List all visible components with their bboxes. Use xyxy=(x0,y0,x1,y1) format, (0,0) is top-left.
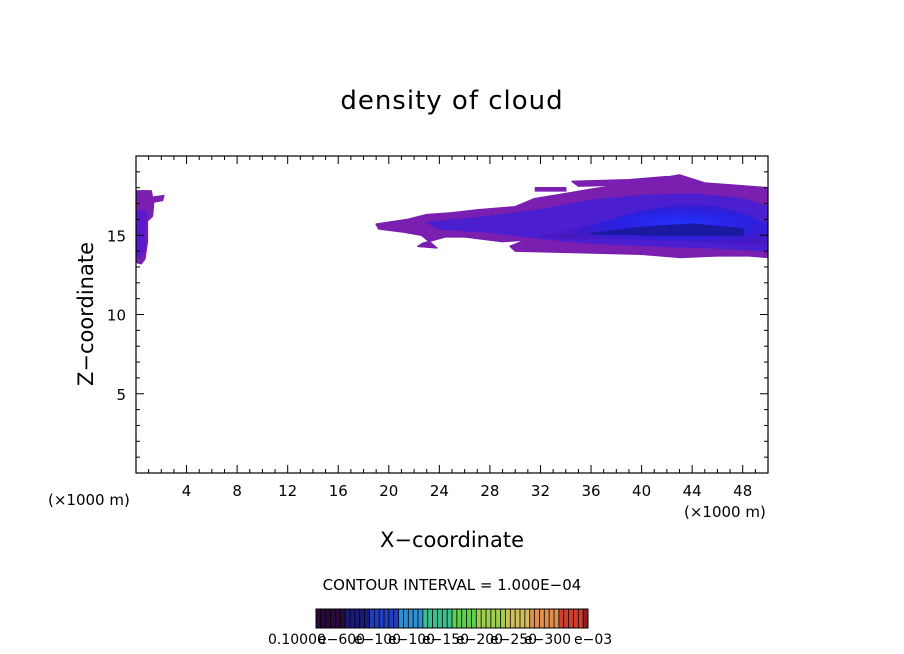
colorbar-cell xyxy=(369,609,375,628)
colorbar-cell xyxy=(568,609,574,628)
colorbar-cell xyxy=(500,609,506,628)
colorbar-cell xyxy=(544,609,550,628)
colorbar-cell xyxy=(534,609,540,628)
colorbar-cell xyxy=(354,609,361,628)
x-tick-label: 44 xyxy=(683,482,702,500)
colorbar-cell xyxy=(422,609,429,628)
colorbar-cell xyxy=(476,609,482,628)
colorbar-frame xyxy=(315,608,589,629)
x-tick-label: 4 xyxy=(182,482,192,500)
colorbar-cell xyxy=(330,609,336,628)
colorbar-label: e−300 xyxy=(524,632,572,648)
colorbar-cell xyxy=(573,609,579,628)
colorbar-cell xyxy=(437,609,443,628)
colorbar-cell xyxy=(495,609,502,628)
colorbar-label: e−03 xyxy=(574,632,613,648)
colorbar-cell xyxy=(515,609,521,628)
y-tick-label: 10 xyxy=(107,307,126,325)
contour-interval: CONTOUR INTERVAL = 1.000E−04 xyxy=(322,576,582,594)
x-tick-label: 24 xyxy=(430,482,449,500)
x-unit-left: (×1000 m) xyxy=(48,491,130,509)
colorbar-label: e−200 xyxy=(456,632,504,648)
colorbar-cell xyxy=(520,609,526,628)
x-tick-label: 8 xyxy=(232,482,242,500)
x-tick-label: 16 xyxy=(329,482,348,500)
x-axis-label: X−coordinate xyxy=(380,528,524,552)
x-unit-right: (×1000 m) xyxy=(684,503,766,521)
colorbar-cell xyxy=(442,609,448,628)
colorbar-cell xyxy=(481,609,487,628)
colorbar-cell xyxy=(384,609,390,628)
chart-title: density of cloud xyxy=(340,86,564,116)
colorbar-cell xyxy=(316,609,322,628)
colorbar-cell xyxy=(490,609,497,628)
colorbar-cell xyxy=(452,609,458,628)
x-tick-label: 40 xyxy=(632,482,651,500)
cloud-field xyxy=(136,174,768,265)
colorbar-cell xyxy=(505,609,511,628)
colorbar-cell xyxy=(554,609,560,628)
colorbar-cell xyxy=(350,609,356,628)
colorbar-label: e−250 xyxy=(490,632,538,648)
y-tick-label: 15 xyxy=(107,227,126,245)
x-tick-label: 32 xyxy=(531,482,550,500)
cloud-core-dark xyxy=(590,223,744,236)
colorbar-cell xyxy=(432,609,438,628)
x-tick-labels: 4 8 12 16 20 24 28 32 36 40 44 48 xyxy=(182,482,752,500)
colorbar-cell xyxy=(359,609,366,628)
y-axis-label: Z−coordinate xyxy=(74,242,98,386)
colorbar-label: e−100 xyxy=(388,632,436,648)
colorbar-cell xyxy=(563,609,570,628)
colorbar-label: 0.10000 xyxy=(268,632,326,648)
cloud-strand xyxy=(571,175,668,187)
colorbar-cell xyxy=(418,609,424,628)
colorbar-cell xyxy=(335,609,341,628)
y-tick-label: 5 xyxy=(116,386,126,404)
colorbar-cell xyxy=(364,609,370,628)
colorbar-cell xyxy=(408,609,414,628)
axis-ticks xyxy=(136,156,768,473)
x-tick-label: 36 xyxy=(581,482,600,500)
colorbar-label: e−150 xyxy=(422,632,470,648)
colorbar-cell xyxy=(578,609,584,628)
colorbar-cell xyxy=(427,609,434,628)
colorbar-label: e−600 xyxy=(318,632,366,648)
colorbar-cell xyxy=(398,609,404,628)
x-tick-label: 20 xyxy=(379,482,398,500)
colorbar-cell xyxy=(393,609,400,628)
colorbar-cell xyxy=(447,609,453,628)
colorbar-cell xyxy=(374,609,380,628)
colorbar-cell xyxy=(320,609,327,628)
colorbar-cell xyxy=(539,609,545,628)
cloud-strand xyxy=(534,186,567,192)
colorbar-cell xyxy=(403,609,409,628)
colorbar-cell xyxy=(510,609,516,628)
colorbar xyxy=(315,608,589,629)
colorbar-cell xyxy=(388,609,395,628)
colorbar-cell xyxy=(471,609,477,628)
colorbar-cell xyxy=(524,609,531,628)
cloud-left-core xyxy=(136,209,147,259)
colorbar-cell xyxy=(549,609,555,628)
colorbar-cell xyxy=(529,609,536,628)
colorbar-cell xyxy=(325,609,332,628)
x-tick-label: 28 xyxy=(480,482,499,500)
colorbar-cell xyxy=(558,609,565,628)
colorbar-cell xyxy=(461,609,468,628)
x-tick-label: 48 xyxy=(733,482,752,500)
colorbar-cell xyxy=(466,609,472,628)
colorbar-cell xyxy=(340,609,346,628)
colorbar-cell xyxy=(379,609,385,628)
y-tick-labels: 5 10 15 xyxy=(107,227,126,404)
colorbar-cell xyxy=(486,609,492,628)
colorbar-cell xyxy=(345,609,351,628)
colorbar-cell xyxy=(413,609,419,628)
colorbar-label: e−100 xyxy=(354,632,402,648)
colorbar-cell xyxy=(583,609,589,628)
x-tick-label: 12 xyxy=(278,482,297,500)
colorbar-cell xyxy=(456,609,463,628)
